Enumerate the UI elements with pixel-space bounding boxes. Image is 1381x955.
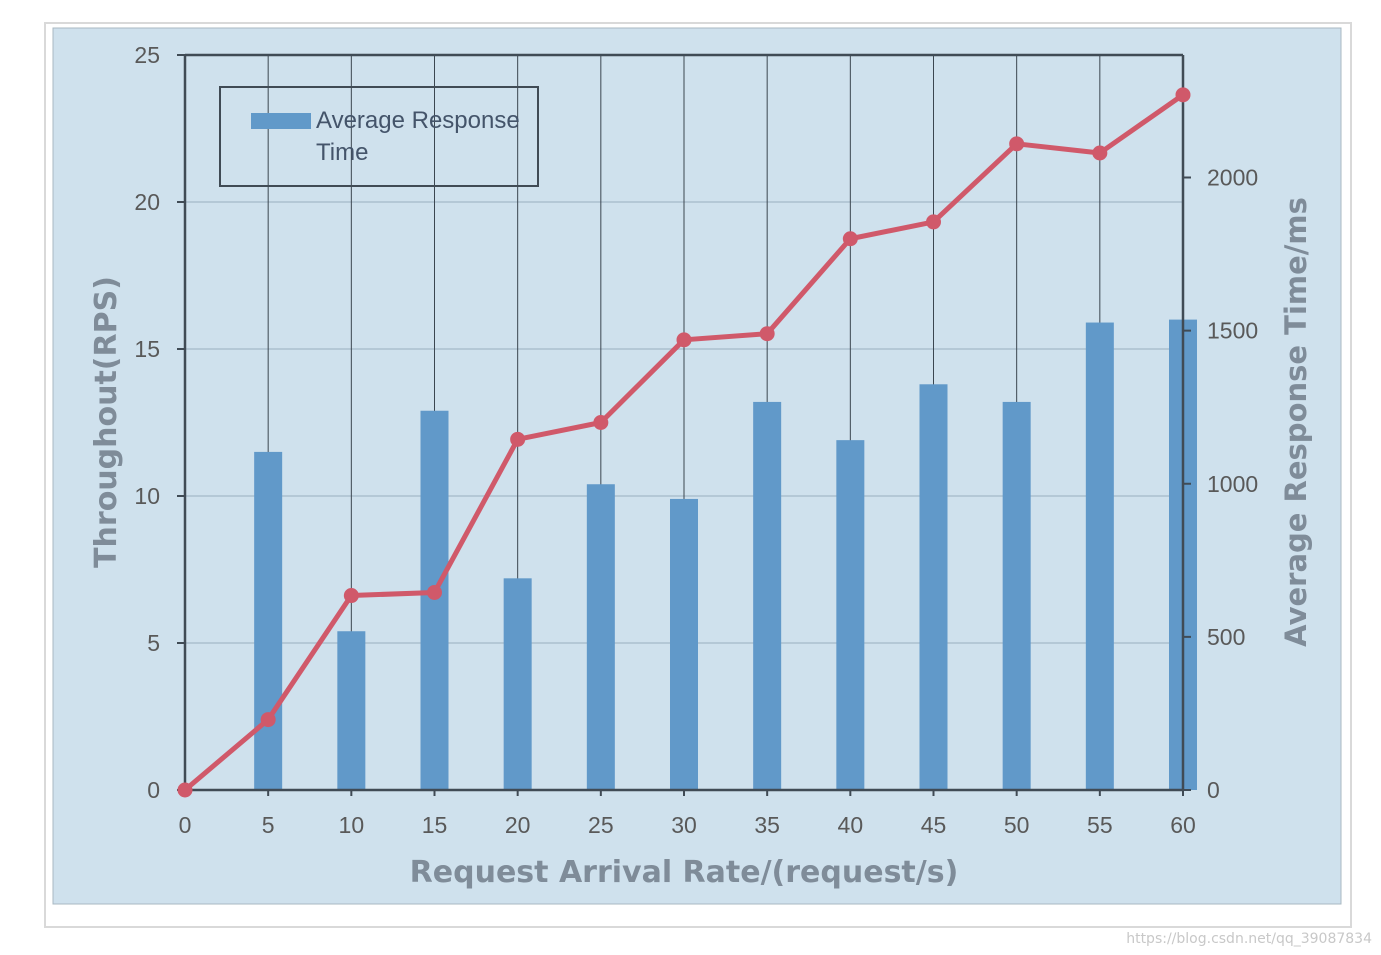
bar-10 (337, 631, 366, 790)
line-point-50 (1009, 136, 1025, 152)
right-tick-label-1500: 1500 (1207, 318, 1258, 344)
bar-20 (503, 578, 532, 790)
left-tick-label-25: 25 (134, 42, 160, 68)
bar-5 (254, 451, 283, 790)
right-tick-label-2000: 2000 (1207, 165, 1258, 191)
bar-30 (670, 498, 698, 790)
bar-45 (919, 384, 948, 790)
x-tick-label-50: 50 (1004, 812, 1030, 838)
line-point-60 (1175, 87, 1191, 103)
line-point-20 (510, 431, 526, 447)
x-tick-label-15: 15 (422, 812, 448, 838)
legend-label: Average Response Time (316, 107, 526, 166)
left-tick-label-5: 5 (147, 630, 160, 656)
x-axis-title: Request Arrival Rate/(request/s) (410, 855, 959, 890)
x-tick-label-5: 5 (262, 812, 275, 838)
left-tick-label-15: 15 (134, 336, 160, 362)
right-tick-label-500: 500 (1207, 624, 1245, 650)
x-tick-label-55: 55 (1087, 812, 1113, 838)
x-tick-label-40: 40 (838, 812, 864, 838)
tick-labels: 0 5 10 15 20 25 0 5 10 15 20 25 30 35 40 45 50 55 60 0 500 10… (134, 42, 1258, 838)
line-series (177, 87, 1191, 798)
legend-label-line-1: Average Response (316, 107, 520, 134)
bar-15 (420, 410, 449, 790)
line-point-0 (177, 782, 193, 798)
line-point-35 (759, 326, 775, 342)
right-tick-label-0: 0 (1207, 777, 1220, 803)
bar-40 (836, 440, 865, 790)
line-point-15 (427, 584, 442, 600)
line-point-40 (842, 231, 858, 247)
line-point-10 (343, 588, 359, 604)
bar-25 (586, 484, 615, 790)
legend-swatch-bar (251, 113, 311, 129)
x-tick-label-60: 60 (1170, 812, 1196, 838)
bar-55 (1085, 322, 1114, 790)
left-axis-title: Throughout(RPS) (89, 276, 124, 568)
right-tick-label-1000: 1000 (1207, 471, 1258, 497)
line-point-45 (926, 214, 941, 230)
x-tick-label-25: 25 (588, 812, 614, 838)
watermark: https://blog.csdn.net/qq_39087834 (1126, 931, 1372, 947)
x-tick-label-20: 20 (505, 812, 531, 838)
x-tick-label-35: 35 (754, 812, 780, 838)
x-tick-label-30: 30 (671, 812, 697, 838)
legend-box (219, 86, 539, 187)
legend-label-line-2: Time (316, 139, 368, 166)
axes (177, 53, 1191, 796)
left-tick-label-20: 20 (134, 189, 160, 215)
line-point-5 (260, 712, 276, 728)
legend: Average Response Time (219, 86, 539, 187)
line-point-25 (593, 415, 609, 430)
left-tick-label-10: 10 (134, 483, 160, 509)
bar-35 (753, 401, 782, 790)
line-point-55 (1092, 145, 1108, 161)
bar-50 (1002, 401, 1031, 790)
right-axis-title: Average Response Time/ms (1279, 197, 1313, 647)
x-tick-label-45: 45 (921, 812, 947, 838)
left-tick-label-0: 0 (147, 777, 160, 803)
x-tick-label-10: 10 (339, 812, 365, 838)
line-point-30 (676, 332, 692, 348)
x-tick-label-0: 0 (179, 812, 192, 838)
